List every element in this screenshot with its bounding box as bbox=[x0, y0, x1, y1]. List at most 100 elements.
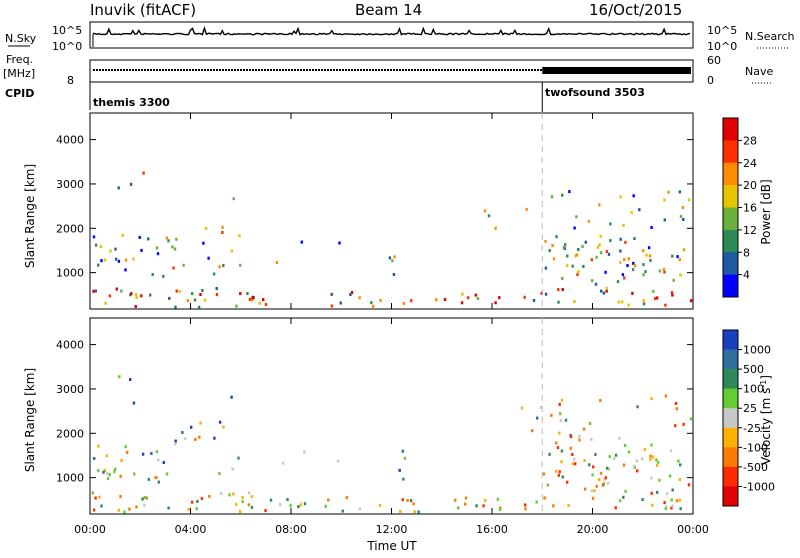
scatter-cell bbox=[162, 461, 165, 464]
scatter-cell bbox=[92, 508, 96, 512]
scatter-cell bbox=[678, 478, 682, 481]
scatter-cell bbox=[247, 503, 251, 507]
scatter-cell bbox=[198, 435, 201, 439]
scatter-cell bbox=[109, 249, 112, 253]
scatter-cell bbox=[218, 420, 222, 424]
scatter-cell bbox=[664, 507, 667, 511]
scatter-cell bbox=[113, 470, 116, 474]
scatter-cell bbox=[250, 298, 254, 302]
scatter-cell bbox=[647, 246, 651, 250]
scatter-cell bbox=[627, 450, 631, 454]
scatter-cell bbox=[539, 406, 543, 409]
scatter-cell bbox=[412, 502, 415, 506]
scatter-cell bbox=[649, 258, 652, 262]
scatter-cell bbox=[410, 299, 413, 303]
scatter-cell bbox=[543, 496, 546, 500]
scatter-cell bbox=[264, 303, 268, 306]
scatter-cell bbox=[624, 240, 627, 244]
scatter-cell bbox=[561, 475, 564, 479]
scatter-cell bbox=[548, 452, 551, 456]
x-tick-label: 16:00 bbox=[476, 523, 508, 536]
scatter-cell bbox=[483, 209, 487, 213]
noise-right-label: N.Search bbox=[745, 30, 795, 43]
colorbar-swatch bbox=[723, 486, 738, 507]
scatter-cell bbox=[649, 454, 652, 458]
scatter-cell bbox=[105, 454, 108, 458]
scatter-cell bbox=[141, 452, 145, 456]
x-axis-label: Time UT bbox=[366, 539, 417, 553]
scatter-cell bbox=[406, 499, 409, 503]
scatter-cell bbox=[167, 239, 170, 243]
nave-right-tick-bottom: 0 bbox=[707, 74, 714, 87]
scatter-cell bbox=[128, 507, 131, 511]
scatter-cell bbox=[228, 493, 231, 497]
scatter-cell bbox=[97, 469, 100, 473]
scatter-cell bbox=[237, 456, 240, 460]
scatter-cell bbox=[196, 499, 199, 503]
scatter-cell bbox=[279, 503, 282, 506]
scatter-cell bbox=[482, 504, 485, 508]
scatter-cell bbox=[202, 241, 205, 245]
scatter-cell bbox=[564, 418, 568, 422]
scatter-cell bbox=[156, 476, 159, 479]
colorbar-tick-label: 16 bbox=[743, 202, 757, 215]
scatter-cell bbox=[614, 453, 618, 457]
scatter-cell bbox=[678, 258, 681, 261]
scatter-cell bbox=[358, 507, 362, 511]
scatter-cell bbox=[622, 224, 625, 227]
scatter-cell bbox=[689, 299, 693, 303]
scatter-cell bbox=[174, 442, 177, 446]
scatter-cell bbox=[552, 257, 556, 261]
scatter-cell bbox=[151, 273, 154, 277]
scatter-cell bbox=[636, 469, 639, 473]
scatter-cell bbox=[689, 417, 692, 421]
scatter-cell bbox=[218, 265, 221, 269]
scatter-cell bbox=[126, 451, 129, 454]
scatter-cell bbox=[678, 190, 681, 194]
scatter-cell bbox=[300, 240, 303, 244]
scatter-cell bbox=[186, 299, 190, 303]
scatter-cell bbox=[551, 244, 554, 247]
scatter-cell bbox=[379, 299, 382, 302]
scatter-cell bbox=[652, 289, 655, 293]
scatter-cell bbox=[182, 263, 185, 267]
scatter-cell bbox=[569, 446, 572, 450]
scatter-cell bbox=[330, 304, 334, 308]
scatter-cell bbox=[174, 439, 177, 443]
scatter-cell bbox=[641, 498, 644, 501]
program-label-twofsound: twofsound 3503 bbox=[545, 86, 645, 99]
scatter-cell bbox=[141, 497, 144, 501]
scatter-cell bbox=[215, 287, 218, 290]
scatter-cell bbox=[199, 293, 202, 296]
scatter-cell bbox=[559, 412, 562, 416]
y-tick-label: 2000 bbox=[56, 427, 84, 440]
scatter-cell bbox=[239, 292, 242, 296]
scatter-cell bbox=[590, 437, 593, 441]
colorbar-tick-label: -500 bbox=[743, 461, 768, 474]
scatter-cell bbox=[339, 301, 342, 305]
scatter-cell bbox=[104, 301, 107, 305]
scatter-cell bbox=[221, 225, 224, 229]
colorbar-frame bbox=[722, 329, 739, 507]
scatter-cell bbox=[584, 240, 587, 244]
date-title: 16/Oct/2015 bbox=[589, 1, 682, 19]
cpid-strip bbox=[89, 82, 543, 112]
scatter-cell bbox=[623, 258, 626, 262]
scatter-cell bbox=[599, 251, 603, 255]
scatter-cell bbox=[682, 248, 686, 252]
scatter-cell bbox=[622, 463, 626, 467]
scatter-cell bbox=[560, 398, 564, 402]
scatter-cell bbox=[650, 491, 653, 495]
scatter-cell bbox=[140, 294, 143, 298]
velocity-colorbar-label-end: ] bbox=[759, 375, 773, 380]
scatter-cell bbox=[172, 266, 175, 270]
x-tick-label: 04:00 bbox=[175, 523, 207, 536]
scatter-cell bbox=[542, 472, 546, 476]
scatter-cell bbox=[679, 507, 682, 511]
scatter-cell bbox=[393, 255, 396, 259]
scatter-cell bbox=[621, 273, 625, 277]
scatter-cell bbox=[264, 509, 267, 513]
scatter-cell bbox=[178, 290, 181, 293]
scatter-cell bbox=[670, 291, 674, 295]
scatter-cell bbox=[167, 506, 170, 510]
